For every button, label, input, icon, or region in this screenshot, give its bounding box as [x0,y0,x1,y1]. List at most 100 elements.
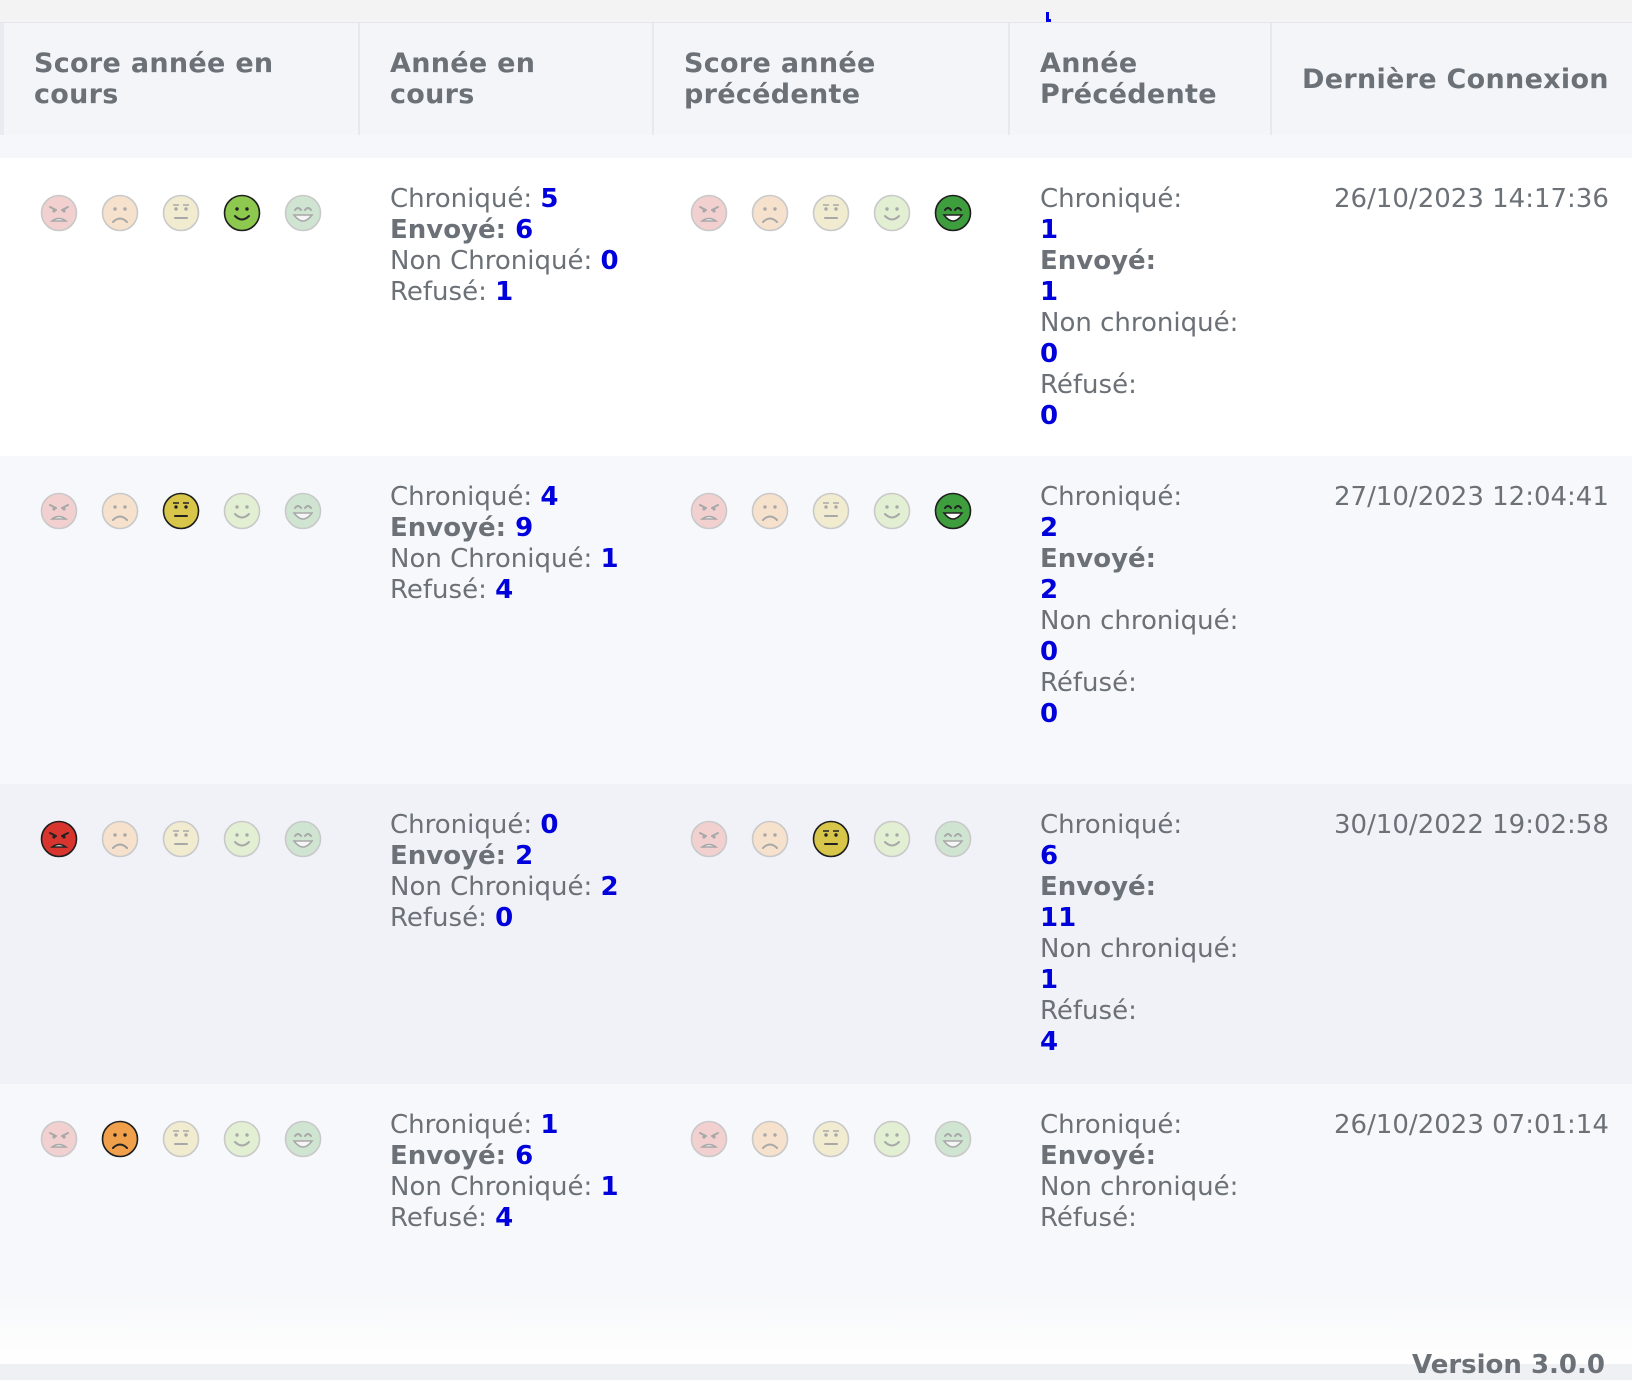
version-label: Version 3.0.0 [1412,1350,1605,1380]
stat-line: Chroniqué: 4 [390,482,559,512]
stat-value: 5 [540,184,559,214]
stat-value: 11 [1040,903,1077,933]
stat-value: 4 [540,482,559,512]
very-bad-face-icon [678,194,739,232]
stat-value: 9 [515,513,534,543]
neutral-face-icon [150,194,211,232]
very-bad-face-icon [28,1120,89,1158]
stat-label: Réfusé: [1040,370,1137,400]
stat-value: 0 [1040,339,1059,369]
header-score-current[interactable]: Score année en cours [4,23,360,135]
stat-label: Chroniqué: [1040,482,1183,512]
last-login-date: 26/10/2023 07:01:14 [1334,1110,1609,1140]
stat-value: 6 [515,1141,534,1171]
score-current-faces [28,820,333,858]
good-face-icon [211,1120,272,1158]
stat-value: 0 [495,903,514,933]
stat-line: Refusé: 0 [390,903,514,933]
good-face-icon [861,194,922,232]
stat-label: Envoyé: [1040,246,1157,276]
stat-line: Réfusé: [1040,1203,1137,1233]
table-row[interactable]: Chroniqué: 0 Envoyé: 2 Non Chroniqué: 2 Ref… [0,784,1632,1084]
bad-face-icon [739,492,800,530]
year-previous-stats: Chroniqué: 2 Envoyé: 2 Non chroniqué: 0 Réfusé… [1040,482,1238,730]
very-good-face-icon [272,1120,333,1158]
stat-line: Non Chroniqué: 1 [390,544,619,574]
last-login-date: 30/10/2022 19:02:58 [1334,810,1609,840]
header-last-login[interactable]: Dernière Connexion [1302,63,1609,95]
bad-face-icon [739,194,800,232]
table-row[interactable]: Chroniqué: 5 Envoyé: 6 Non Chroniqué: 0 Ref… [0,158,1632,456]
stat-line: Non chroniqué: [1040,1172,1239,1202]
stat-value: 0 [540,810,559,840]
stat-value: 0 [1040,401,1059,431]
stat-line: Envoyé: 6 [390,215,534,245]
bad-face-icon [89,492,150,530]
neutral-face-icon [800,194,861,232]
good-face-icon [211,194,272,232]
stat-line: Refusé: 1 [390,277,514,307]
stat-value: 1 [540,1110,559,1140]
score-previous-faces [678,1120,983,1158]
stat-value: 1 [495,277,514,307]
stat-line: Chroniqué: 1 [390,1110,559,1140]
stat-value: 1 [1040,965,1059,995]
bad-face-icon [89,194,150,232]
stat-label: Non chroniqué: [1040,308,1239,338]
stat-line: Chroniqué: [1040,1110,1183,1140]
stat-value: 6 [515,215,534,245]
year-current-stats: Chroniqué: 5 Envoyé: 6 Non Chroniqué: 0 Ref… [390,184,619,308]
good-face-icon [211,820,272,858]
stat-value: 4 [495,575,514,605]
bad-face-icon [89,1120,150,1158]
stat-value: 2 [1040,513,1059,543]
stat-value: 2 [600,872,619,902]
bad-face-icon [739,820,800,858]
last-login-date: 26/10/2023 14:17:36 [1334,184,1609,214]
good-face-icon [861,820,922,858]
stat-label: Envoyé: [1040,872,1157,902]
stat-value: 2 [515,841,534,871]
stat-line: Envoyé: [1040,1141,1157,1171]
header-score-previous[interactable]: Score année précédente [654,23,1010,135]
bad-face-icon [739,1120,800,1158]
score-current-faces [28,492,333,530]
stat-value: 0 [600,246,619,276]
stat-label: Envoyé: [1040,544,1157,574]
stat-line: Envoyé: 9 [390,513,534,543]
stat-value: 1 [1040,215,1059,245]
table-header: Score année en cours Année en cours Scor… [0,23,1632,135]
last-login-date: 27/10/2023 12:04:41 [1334,482,1609,512]
very-bad-face-icon [678,492,739,530]
year-current-stats: Chroniqué: 0 Envoyé: 2 Non Chroniqué: 2 Ref… [390,810,619,934]
footer [0,1294,1632,1364]
very-good-face-icon [922,194,983,232]
neutral-face-icon [800,1120,861,1158]
score-previous-faces [678,820,983,858]
very-good-face-icon [922,492,983,530]
year-previous-stats: Chroniqué: 6 Envoyé: 11 Non chroniqué: 1 Réfus… [1040,810,1238,1058]
very-good-face-icon [272,194,333,232]
neutral-face-icon [150,820,211,858]
stat-value: 0 [1040,637,1059,667]
table-row[interactable]: Chroniqué: 1 Envoyé: 6 Non Chroniqué: 1 Ref… [0,1084,1632,1294]
top-link-fragment [1046,12,1051,22]
table-row[interactable]: Chroniqué: 4 Envoyé: 9 Non Chroniqué: 1 Ref… [0,456,1632,784]
stat-line: Refusé: 4 [390,1203,514,1233]
header-year-previous[interactable]: Année Précédente [1010,23,1272,135]
year-previous-stats: Chroniqué: 1 Envoyé: 1 Non chroniqué: 0 Réfusé… [1040,184,1238,432]
year-current-stats: Chroniqué: 4 Envoyé: 9 Non Chroniqué: 1 Ref… [390,482,619,606]
stat-label: Non chroniqué: [1040,606,1239,636]
very-bad-face-icon [28,492,89,530]
year-previous-stats: Chroniqué: Envoyé: Non chroniqué: Réfusé: [1040,1110,1238,1234]
stat-value: 0 [1040,699,1059,729]
header-year-current[interactable]: Année en cours [360,23,654,135]
stat-line: Chroniqué: 5 [390,184,559,214]
top-strip [0,0,1632,23]
stat-value: 1 [1040,277,1059,307]
stat-line: Non Chroniqué: 0 [390,246,619,276]
stat-label: Réfusé: [1040,668,1137,698]
neutral-face-icon [800,820,861,858]
very-bad-face-icon [28,820,89,858]
stat-value: 1 [600,1172,619,1202]
